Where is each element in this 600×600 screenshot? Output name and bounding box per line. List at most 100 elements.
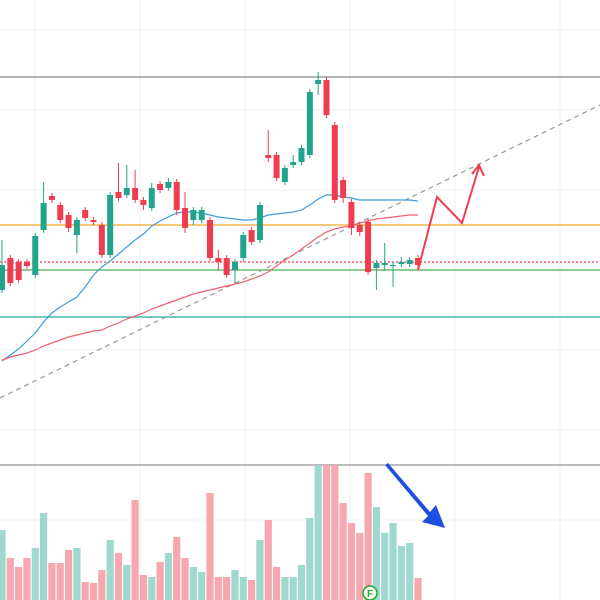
- candle-body: [273, 155, 280, 178]
- candle-body: [157, 184, 164, 190]
- event-marker: [362, 585, 378, 600]
- event-marker-label: F: [367, 589, 373, 600]
- volume-bar: [364, 473, 372, 600]
- volume-bar: [248, 580, 256, 600]
- candle-body: [256, 205, 263, 240]
- candle-body: [73, 220, 80, 235]
- volume-bar: [306, 518, 314, 600]
- candle-body: [123, 188, 130, 195]
- volume-bar: [48, 563, 56, 600]
- volume-bar: [272, 567, 281, 600]
- volume-bar: [381, 533, 389, 600]
- volume-bar: [206, 493, 214, 600]
- candle-body: [140, 200, 147, 205]
- candle-body: [32, 236, 39, 275]
- volume-bar: [264, 520, 272, 600]
- volume-pane: [0, 465, 422, 600]
- candle-body: [315, 80, 322, 84]
- candle-body: [356, 225, 363, 232]
- candle-body: [415, 258, 421, 265]
- volume-bar: [189, 567, 197, 600]
- candle-body: [348, 202, 355, 228]
- volume-bar: [131, 500, 139, 600]
- candle-body: [165, 182, 172, 188]
- volume-bar: [198, 572, 206, 600]
- candle-body: [65, 215, 72, 228]
- volume-bar: [389, 523, 397, 600]
- candle-body: [398, 262, 405, 264]
- candle-body: [373, 263, 380, 268]
- volume-bar: [214, 577, 222, 600]
- candle-body: [207, 220, 213, 258]
- volume-bar: [356, 533, 364, 600]
- candle-body: [265, 155, 272, 158]
- volume-bar: [164, 553, 172, 600]
- volume-bar: [347, 523, 356, 600]
- volume-bar: [98, 570, 106, 600]
- volume-bar: [331, 465, 339, 600]
- candle-body: [281, 168, 288, 182]
- candle-body: [323, 80, 330, 115]
- candle-body: [115, 192, 122, 198]
- volume-bar: [31, 548, 39, 600]
- candle-body: [0, 265, 5, 290]
- volume-bar: [297, 565, 306, 600]
- moving-average: [1, 194, 419, 362]
- candle-body: [406, 260, 413, 264]
- volume-bar: [56, 563, 64, 600]
- candle-body: [132, 188, 139, 200]
- volume-bar: [281, 577, 289, 600]
- candle-body: [198, 210, 205, 220]
- down-arrow: [385, 463, 445, 528]
- volume-bar: [64, 550, 73, 600]
- candle-body: [40, 203, 47, 230]
- volume-bar: [40, 513, 48, 600]
- volume-bar: [89, 583, 98, 600]
- candle-body: [182, 208, 189, 228]
- volume-bar: [372, 507, 380, 600]
- volume-bar: [239, 577, 247, 600]
- candle-body: [215, 258, 222, 262]
- volume-bar: [15, 567, 23, 600]
- volume-bar: [156, 562, 164, 600]
- candle-body: [223, 258, 230, 275]
- volume-bar: [414, 578, 422, 600]
- candle-body: [331, 125, 338, 200]
- volume-bar: [6, 558, 14, 600]
- volume-bar: [0, 530, 6, 600]
- candle-body: [7, 258, 14, 283]
- candle-body: [48, 196, 55, 200]
- volume-bar: [23, 558, 31, 600]
- candle-body: [107, 195, 114, 255]
- volume-bar: [289, 577, 297, 600]
- volume-bar: [148, 577, 156, 600]
- candle-body: [365, 222, 372, 272]
- candle-body: [248, 230, 255, 242]
- candle-body: [390, 265, 397, 266]
- candle-body: [98, 225, 105, 255]
- candle-body: [148, 188, 155, 208]
- volume-bar: [256, 540, 264, 600]
- candle-body: [82, 210, 89, 218]
- volume-bar: [231, 570, 239, 600]
- candle-body: [290, 162, 297, 165]
- candle-body: [231, 262, 238, 270]
- projection-arrow: [417, 166, 480, 271]
- volume-bar: [81, 582, 89, 600]
- volume-bar: [406, 543, 414, 600]
- candle-body: [23, 262, 30, 266]
- candle-body: [298, 148, 305, 162]
- volume-bar: [314, 465, 322, 600]
- volume-bar: [322, 465, 331, 600]
- volume-bar: [223, 577, 231, 600]
- candle-body: [173, 182, 180, 210]
- candle-body: [90, 220, 97, 222]
- volume-bar: [173, 537, 181, 600]
- candle-body: [15, 262, 22, 280]
- volume-bar: [397, 546, 405, 600]
- volume-bar: [339, 503, 347, 600]
- volume-bar: [123, 565, 131, 600]
- candle-body: [240, 235, 247, 258]
